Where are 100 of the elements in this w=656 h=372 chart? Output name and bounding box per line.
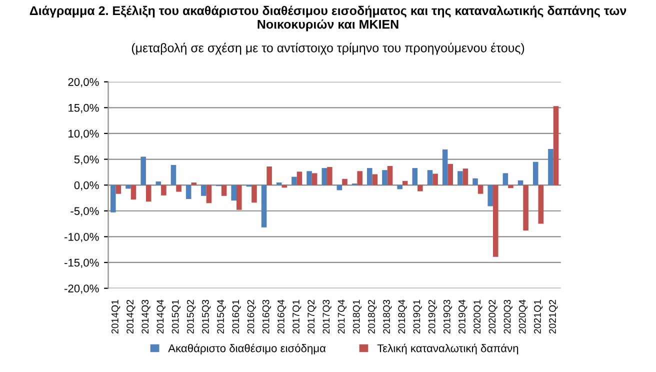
- bar: [156, 181, 162, 186]
- bar: [397, 185, 402, 190]
- bar: [206, 185, 212, 204]
- x-tick-label: 2017Q3: [322, 300, 332, 334]
- bar: [518, 180, 524, 186]
- y-tick-label: -15,0%: [64, 258, 99, 268]
- x-tick-label: 2014Q1: [112, 300, 120, 334]
- bar: [418, 185, 423, 192]
- bar: [186, 185, 192, 200]
- chart-subtitle: (μεταβολή σε σχέση με το αντίστοιχο τρίμηνο του προηγούμενου έτους): [132, 42, 524, 55]
- y-tick-label: 5,0%: [74, 156, 99, 165]
- y-tick-label: 10,0%: [68, 130, 99, 139]
- bar: [492, 185, 498, 257]
- bar: [170, 164, 176, 186]
- x-tick-label: 2020Q3: [504, 300, 512, 334]
- x-tick-label: 2020Q1: [474, 300, 482, 334]
- y-tick-label: 15,0%: [68, 104, 99, 114]
- chart-title: Διάγραμμα 2. Εξέλιξη του ακαθάριστου διαθέσιμου εισοδήματος και της καταναλωτικής δαπάνης των Νοικοκυριών και ΜΚΙΕΝ: [30, 6, 626, 32]
- bar: [342, 178, 348, 186]
- x-tick-label: 2017Q2: [308, 300, 316, 334]
- bar: [176, 185, 182, 192]
- legend-label: Τελική καταναλωτική δαπάνη: [377, 344, 518, 354]
- y-tick-label: -5,0%: [70, 207, 99, 216]
- x-tick-label: 2017Q4: [338, 300, 346, 334]
- x-tick-label: 2015Q3: [202, 300, 211, 334]
- bar: [261, 185, 267, 228]
- bar: [357, 171, 362, 186]
- bar: [140, 156, 146, 186]
- bar: [532, 162, 538, 186]
- x-tick-label: 2020Q2: [488, 300, 498, 334]
- y-tick-label: 20,0%: [68, 78, 99, 88]
- bar: [548, 148, 554, 186]
- x-tick-label: 2018Q1: [352, 300, 362, 334]
- bar: [367, 168, 372, 186]
- bar: [231, 185, 236, 201]
- bar: [488, 185, 493, 206]
- bar: [387, 166, 393, 186]
- x-tick-label: 2021Q2: [549, 300, 558, 334]
- bar: [116, 185, 122, 194]
- bar: [236, 185, 242, 210]
- bar: [191, 182, 197, 186]
- bar: [221, 185, 227, 196]
- bar: [201, 185, 206, 196]
- bar: [110, 185, 116, 212]
- x-tick-label: 2017Q1: [292, 300, 302, 334]
- x-tick-label: 2015Q1: [172, 300, 180, 334]
- bar: [538, 185, 544, 224]
- bar: [292, 176, 297, 186]
- bar: [266, 166, 272, 186]
- bar: [502, 173, 508, 186]
- y-tick-label: 0,0%: [74, 181, 99, 191]
- x-tick-label: 2018Q4: [398, 300, 407, 334]
- x-tick-label: 2018Q3: [383, 300, 392, 334]
- bar: [508, 185, 514, 188]
- bar: [312, 173, 318, 186]
- bar: [448, 164, 453, 186]
- bar: [432, 174, 438, 186]
- bar: [306, 171, 312, 186]
- bar: [322, 168, 328, 186]
- bar: [276, 182, 282, 186]
- bar: [402, 180, 408, 186]
- bar: [130, 185, 136, 200]
- x-tick-label: 2019Q4: [458, 300, 468, 334]
- x-tick-label: 2014Q3: [142, 300, 150, 334]
- bar: [458, 171, 463, 186]
- bar: [296, 172, 302, 186]
- x-tick-label: 2016Q4: [277, 300, 286, 334]
- bar: [427, 170, 433, 186]
- x-tick-label: 2014Q4: [156, 300, 166, 334]
- bar: [412, 168, 418, 186]
- bar: [126, 185, 131, 189]
- x-tick-label: 2016Q1: [232, 300, 241, 334]
- bar: [146, 185, 152, 202]
- bar: [472, 178, 478, 186]
- bar: [372, 174, 378, 186]
- x-tick-label: 2019Q3: [443, 300, 452, 334]
- x-tick-label: 2020Q4: [518, 300, 528, 334]
- bar: [327, 167, 332, 186]
- bar: [442, 149, 448, 186]
- y-tick-label: -10,0%: [64, 232, 99, 242]
- x-tick-label: 2016Q2: [247, 300, 256, 334]
- y-tick-label: -20,0%: [64, 284, 99, 294]
- bar: [462, 168, 468, 186]
- x-tick-label: 2016Q3: [262, 300, 272, 334]
- bar: [161, 185, 166, 196]
- x-tick-label: 2015Q2: [186, 300, 196, 334]
- x-tick-label: 2019Q1: [413, 300, 422, 334]
- x-tick-label: 2014Q2: [126, 300, 136, 334]
- bar: [336, 185, 342, 190]
- bar: [523, 185, 528, 230]
- bar: [553, 106, 559, 186]
- bar: [382, 170, 388, 186]
- x-tick-label: 2019Q2: [428, 300, 437, 334]
- x-tick-label: 2021Q1: [534, 300, 543, 334]
- bar: [282, 185, 288, 188]
- bar: [252, 185, 257, 203]
- legend-label: Ακαθάριστο διαθέσιμο εισόδημα: [168, 344, 326, 354]
- bar: [478, 185, 484, 194]
- x-tick-label: 2018Q2: [368, 300, 377, 334]
- x-tick-label: 2015Q4: [217, 300, 226, 334]
